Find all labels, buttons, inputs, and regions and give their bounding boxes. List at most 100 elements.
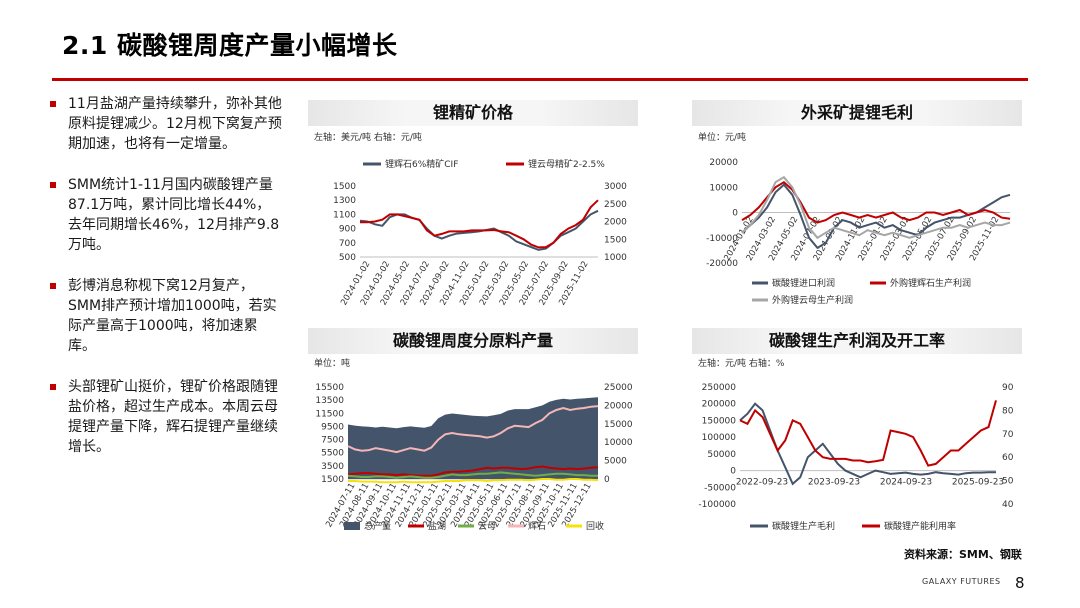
y-left-tick-label: 1500 <box>333 182 356 192</box>
profit-chart: 左轴：元/吨 右轴：% 250000 200000 150000 100000 50000… <box>698 357 1014 532</box>
ore-price-chart: 左轴：美元/吨 右轴：元/吨 1500 1300 1100 900 700 500 3000 2… <box>314 131 627 307</box>
chart-title: 外采矿提锂毛利 <box>692 100 1022 126</box>
legend-label: 总产量 <box>364 520 391 532</box>
bullet-text: 11月盐湖产量持续攀升，弥补其他原料提锂减少。12月枧下窝复产预期加速，也将有一… <box>68 96 282 152</box>
legend-label: 锂云母精矿2-2.5% <box>528 158 605 170</box>
bullet-text: SMM统计1-11月国内碳酸锂产量87.1万吨，累计同比增长44%，去年同期增长… <box>68 177 280 253</box>
y-right-tick-label: 1500 <box>604 235 627 245</box>
y-left-tick-label: 11500 <box>315 409 344 419</box>
y-left-tick-label: 150000 <box>702 416 737 426</box>
y-left-tick-label: 13500 <box>315 396 344 406</box>
legend-label: 盐湖 <box>428 520 446 532</box>
legend-label: 碳酸锂生产毛利 <box>772 520 835 532</box>
legend-label: 回收 <box>586 520 604 532</box>
y-left-tick-label: 7500 <box>321 436 344 446</box>
bullet-text: 头部锂矿山挺价，锂矿价格跟随锂盐价格，超过生产成本。本周云母提锂产量下降，辉石提… <box>68 379 278 455</box>
chart-title: 碳酸锂生产利润及开工率 <box>692 328 1022 354</box>
y-right-tick-label: 60 <box>1002 453 1014 463</box>
y-right-tick-label: 90 <box>1002 383 1014 393</box>
weekly-output-chart-panel: 碳酸锂周度分原料产量 单位：吨 15500 13500 11500 9500 7500 55… <box>308 328 638 542</box>
bullet-text: 彭博消息称枧下窝12月复产，SMM排产预计增加1000吨，若实际产量高于1000… <box>68 278 277 354</box>
bullet-item: 彭博消息称枧下窝12月复产，SMM排产预计增加1000吨，若实际产量高于1000… <box>50 276 282 356</box>
y-left-tick-label: -100000 <box>698 500 736 510</box>
y-left-tick-label: 100000 <box>702 433 737 443</box>
y-left-tick-label: -50000 <box>704 483 736 493</box>
y-right-tick-label: 50 <box>1002 477 1014 487</box>
legend-label: 外购锂云母生产利润 <box>772 294 853 306</box>
y-left-tick-label: 900 <box>339 225 356 235</box>
series-line-碳酸锂进口利润 <box>741 183 1011 250</box>
y-left-tick-label: 0 <box>732 209 738 219</box>
profit-chart-panel: 碳酸锂生产利润及开工率 左轴：元/吨 右轴：% 250000 200000 15000… <box>692 328 1022 542</box>
legend-label: 云母 <box>478 521 496 532</box>
ore-price-chart-panel: 锂精矿价格 左轴：美元/吨 右轴：元/吨 1500 1300 1100 900 700 50… <box>308 100 638 320</box>
x-tick-label: 2025-09-23 <box>952 478 1004 488</box>
series-line-盐湖 <box>347 465 599 477</box>
chart-unit-note: 单位：吨 <box>314 357 350 369</box>
y-left-tick-label: 5500 <box>321 449 344 459</box>
series-line-回收 <box>348 478 599 484</box>
x-tick-label: 2024-09-23 <box>880 478 932 488</box>
bullet-list: 11月盐湖产量持续攀升，弥补其他原料提锂减少。12月枧下窝复产预期加速，也将有一… <box>50 94 282 478</box>
series-line-碳酸锂生产毛利 <box>739 402 996 486</box>
title-rule <box>52 78 1028 81</box>
series-area-总产量 <box>348 397 598 479</box>
bullet-item: SMM统计1-11月国内碳酸锂产量87.1万吨，累计同比增长44%，去年同期增长… <box>50 175 282 255</box>
chart-title: 锂精矿价格 <box>308 100 638 126</box>
legend-label: 外购锂辉石生产利润 <box>890 277 971 289</box>
y-left-tick-label: 15500 <box>315 383 344 393</box>
series-line-辉石 <box>347 405 599 454</box>
y-left-tick-label: 3500 <box>321 462 344 472</box>
y-left-tick-label: 50000 <box>707 450 736 460</box>
chart-unit-note: 左轴：美元/吨 右轴：元/吨 <box>314 131 422 143</box>
y-left-tick-label: 0 <box>730 467 736 477</box>
bullet-square-icon <box>50 101 56 107</box>
legend-label: 锂辉石6%精矿CIF <box>385 158 458 170</box>
y-right-tick-label: 25000 <box>604 383 633 393</box>
company-name: GALAXY FUTURES <box>922 577 1001 586</box>
y-left-tick-label: 1500 <box>321 475 344 485</box>
y-right-tick-label: 0 <box>604 475 610 485</box>
legend-swatch <box>344 522 360 530</box>
weekly-output-chart: 单位：吨 15500 13500 11500 9500 7500 5500 3500 1500 2… <box>314 357 633 532</box>
chart-unit-note: 单位：元/吨 <box>698 131 746 143</box>
series-line-云母 <box>347 471 598 479</box>
legend-label: 碳酸锂进口利润 <box>772 277 835 289</box>
y-left-tick-label: 200000 <box>702 400 737 410</box>
y-left-tick-label: -10000 <box>706 234 738 244</box>
y-right-tick-label: 3000 <box>604 182 627 192</box>
y-right-tick-label: 2000 <box>604 218 627 228</box>
chart-unit-note: 左轴：元/吨 右轴：% <box>698 357 785 369</box>
x-tick-label: 2023-09-23 <box>808 478 860 488</box>
legend-label: 碳酸锂产能利用率 <box>884 520 956 532</box>
y-left-tick-label: 20000 <box>709 158 738 168</box>
series-line-外购锂辉石生产利润 <box>741 180 1011 224</box>
source-note: 资料来源：SMM、钢联 <box>904 548 1022 561</box>
y-left-tick-label: -20000 <box>706 259 738 269</box>
margin-chart-panel: 外采矿提锂毛利 单位：元/吨 20000 10000 0 -10000 -20000 202… <box>692 100 1022 320</box>
chart-title: 碳酸锂周度分原料产量 <box>308 328 638 354</box>
y-right-tick-label: 2500 <box>604 200 627 210</box>
y-right-tick-label: 80 <box>1002 406 1014 416</box>
bullet-square-icon <box>50 283 56 289</box>
y-right-tick-label: 70 <box>1002 430 1014 440</box>
y-right-tick-label: 5000 <box>604 457 627 467</box>
x-tick-label: 2022-09-23 <box>736 478 788 488</box>
bullet-item: 头部锂矿山挺价，锂矿价格跟随锂盐价格，超过生产成本。本周云母提锂产量下降，辉石提… <box>50 377 282 457</box>
series-line-锂云母精矿2-2.5% <box>360 199 599 249</box>
bullet-square-icon <box>50 182 56 188</box>
y-left-tick-label: 1100 <box>333 210 356 220</box>
y-left-tick-label: 1300 <box>333 196 356 206</box>
page-number: 8 <box>1015 574 1025 592</box>
y-left-tick-label: 10000 <box>709 183 738 193</box>
y-left-tick-label: 250000 <box>702 383 737 393</box>
series-line-碳酸锂产能利用率 <box>739 400 997 467</box>
y-right-tick-label: 1000 <box>604 253 627 263</box>
margin-chart: 单位：元/吨20000100000-10000-200002024-01-022… <box>698 131 1011 306</box>
bullet-item: 11月盐湖产量持续攀升，弥补其他原料提锂减少。12月枧下窝复产预期加速，也将有一… <box>50 94 282 154</box>
page-title: 2.1 碳酸锂周度产量小幅增长 <box>62 31 398 60</box>
legend-label: 辉石 <box>528 521 546 532</box>
y-right-tick-label: 15000 <box>604 420 633 430</box>
y-left-tick-label: 9500 <box>321 422 344 432</box>
y-right-tick-label: 10000 <box>604 438 633 448</box>
